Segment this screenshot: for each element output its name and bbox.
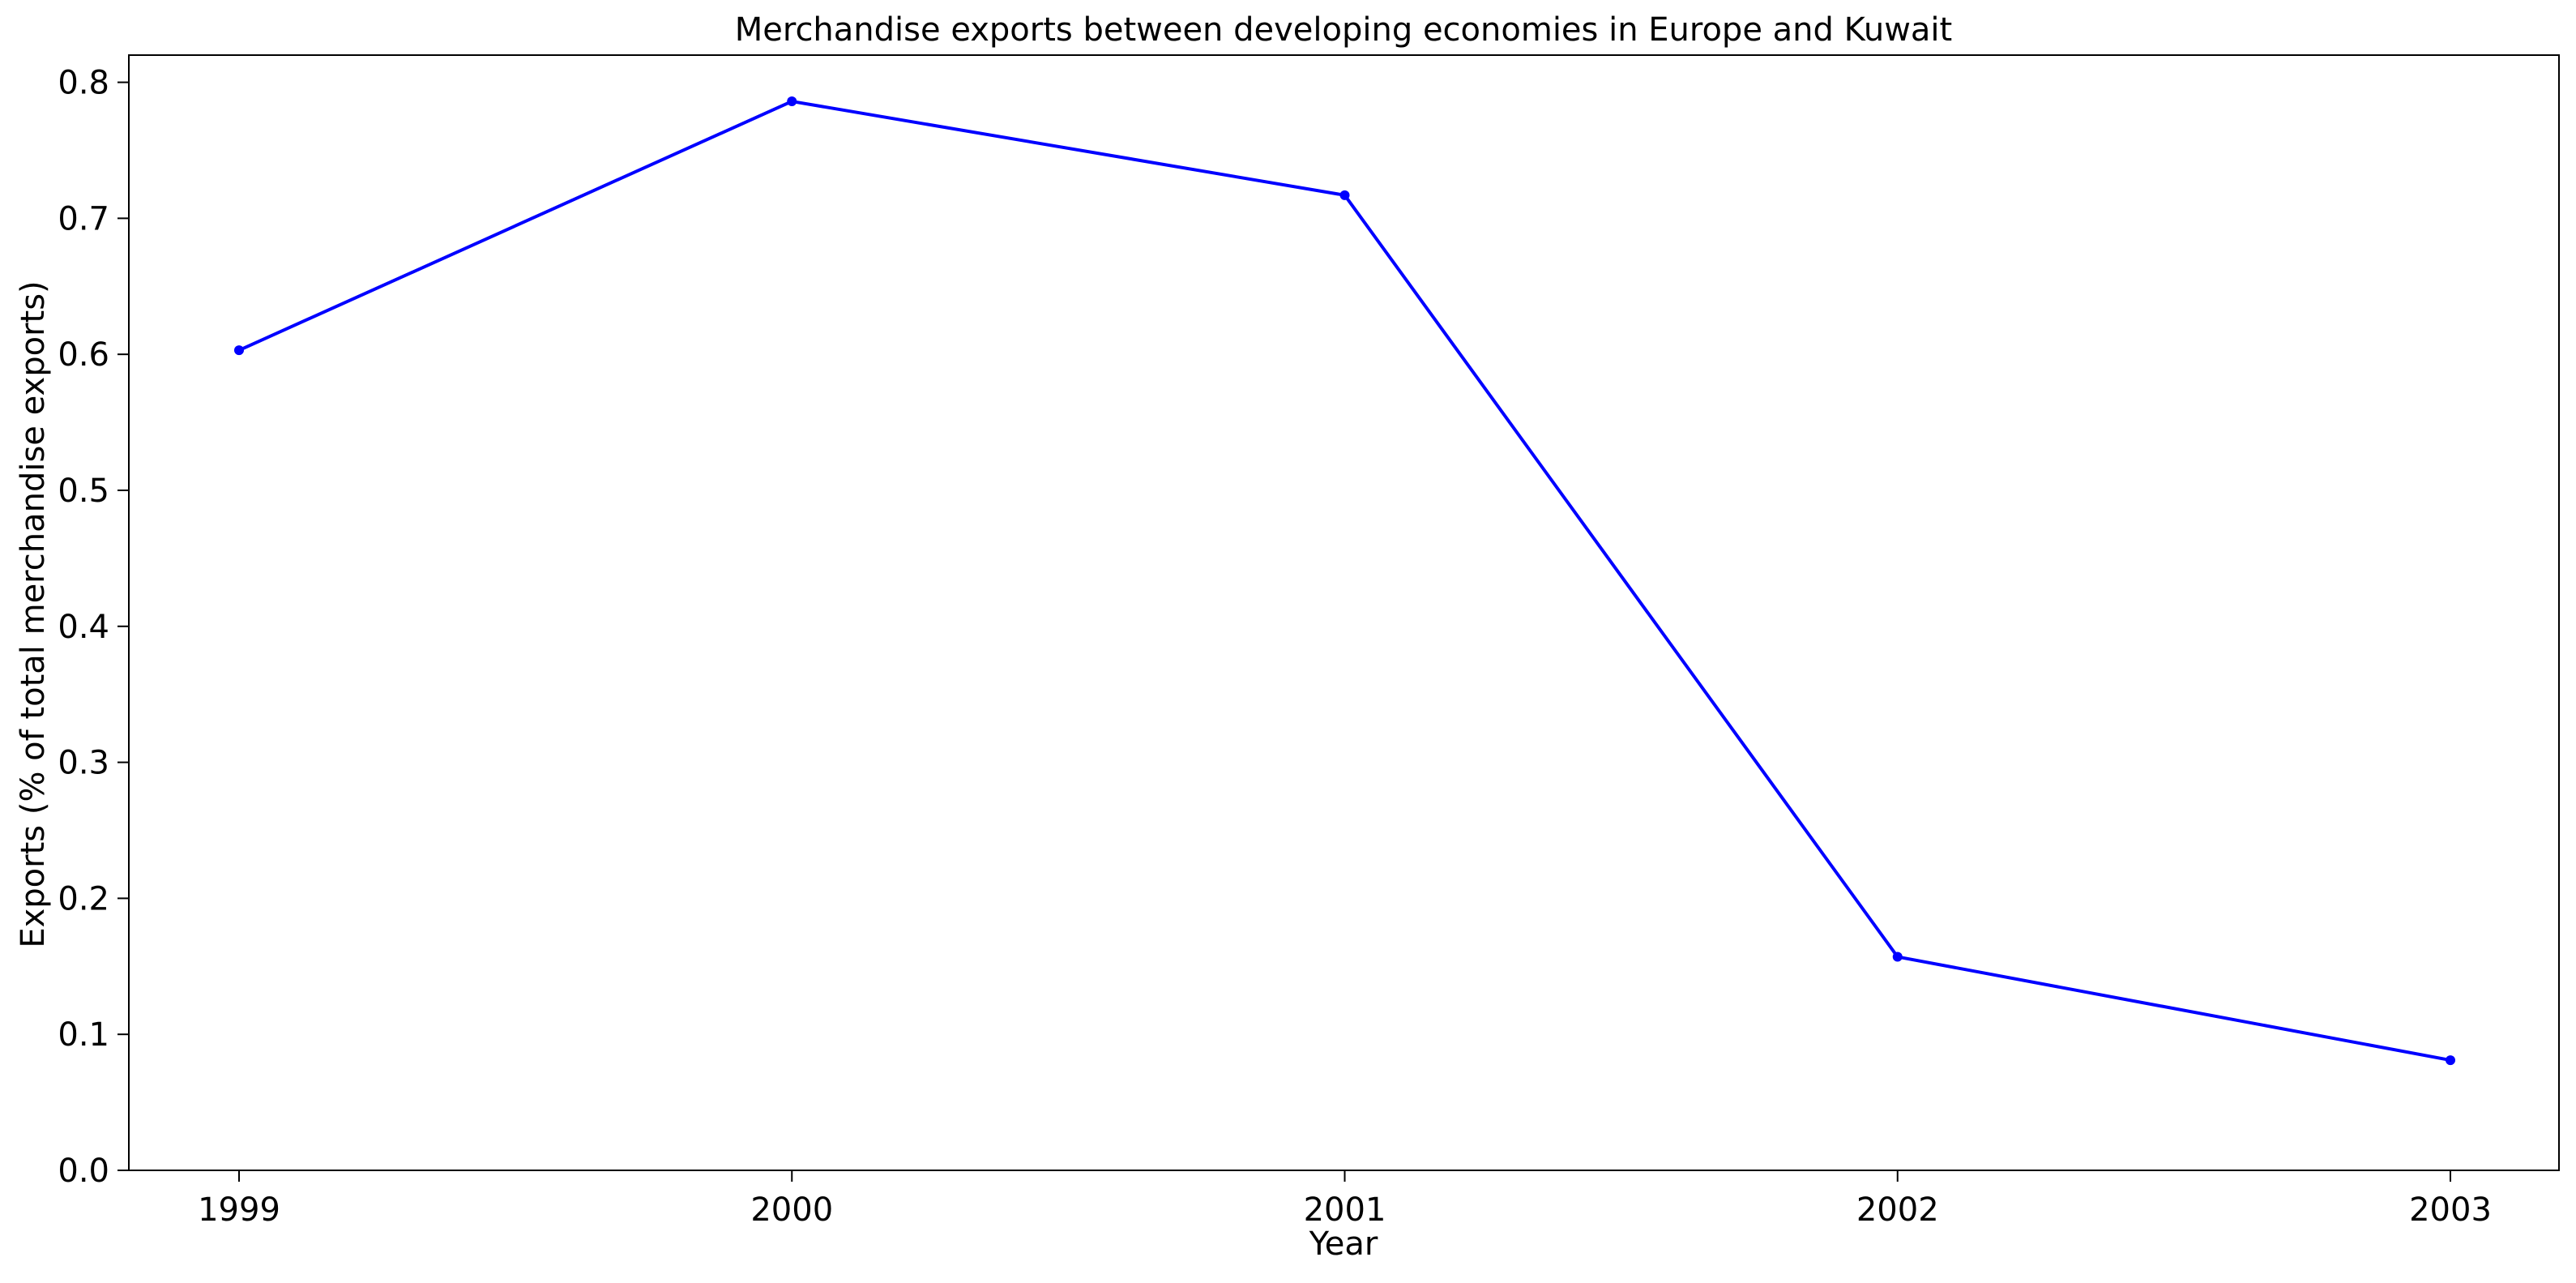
- x-tick-label: 2002: [1856, 1191, 1939, 1229]
- y-tick-label: 0.2: [58, 880, 109, 917]
- y-axis-ticks: 0.0 0.1 0.2 0.3 0.4 0.5 0.6 0.7 0.8: [58, 65, 129, 1190]
- data-point: [787, 96, 797, 107]
- x-axis-label: Year: [1309, 1225, 1378, 1263]
- data-point: [1892, 952, 1903, 962]
- series-line: [238, 100, 2451, 1063]
- y-tick-label: 0.1: [58, 1016, 109, 1054]
- y-tick-label: 0.3: [58, 745, 109, 782]
- plot-area-frame: [128, 54, 2560, 1171]
- y-tick-label: 0.7: [58, 200, 109, 237]
- x-tick-label: 2001: [1304, 1191, 1386, 1229]
- data-point: [1339, 190, 1350, 200]
- data-point: [2446, 1055, 2455, 1066]
- x-tick-label: 2000: [750, 1191, 833, 1229]
- y-tick-label: 0.6: [58, 336, 109, 374]
- series-layer: [234, 96, 2455, 1066]
- y-axis-label: Exports (% of total merchandise exports): [15, 280, 52, 947]
- y-tick-label: 0.4: [58, 609, 109, 646]
- x-tick-label: 2003: [2409, 1191, 2492, 1229]
- chart-title: Merchandise exports between developing e…: [735, 11, 1952, 49]
- y-tick-label: 0.5: [58, 473, 109, 510]
- y-tick-label: 0.0: [58, 1153, 109, 1190]
- x-tick-label: 1999: [198, 1191, 280, 1229]
- data-point: [234, 345, 244, 356]
- y-tick-label: 0.8: [58, 65, 109, 102]
- x-axis-ticks: 1999 2000 2001 2002 2003: [198, 1170, 2492, 1229]
